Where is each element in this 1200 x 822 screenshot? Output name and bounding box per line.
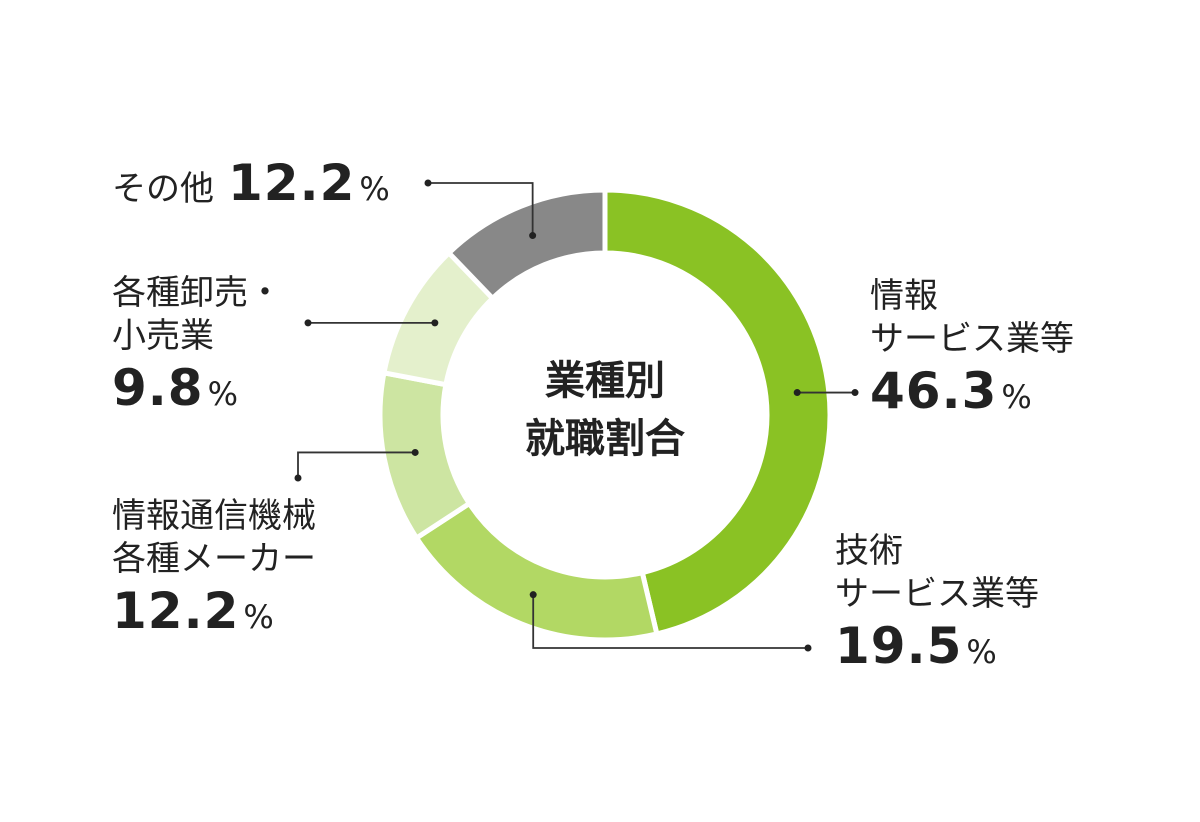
slice-label-manufacturers: 情報通信機械 各種メーカー 12.2%	[112, 495, 316, 643]
leader-end-dot-manufacturers	[294, 474, 302, 482]
center-title-line2: 就職割合	[525, 416, 685, 462]
leader-anchor-dot-other	[529, 232, 537, 240]
slice-label-information-services: 情報 サービス業等 46.3%	[870, 275, 1074, 423]
donut-slice-manufacturers	[377, 369, 473, 542]
slice-name-line2: サービス業等	[870, 318, 1074, 359]
slice-value: 12.2	[228, 154, 356, 212]
leader-anchor-dot-technical-services	[529, 591, 537, 599]
chart-center-title: 業種別 就職割合	[505, 352, 705, 468]
leader-line-other	[428, 182, 534, 236]
donut-slice-other	[445, 187, 608, 302]
slice-value: 9.8	[112, 359, 204, 417]
leader-end-dot-information-services	[851, 389, 859, 397]
leader-end-dot-other	[424, 179, 432, 187]
slice-name-line1: 情報通信機械	[112, 496, 316, 536]
center-title-line1: 業種別	[545, 358, 665, 404]
slice-name-line2: 各種メーカー	[112, 538, 316, 579]
slice-percent-sign: %	[359, 170, 390, 208]
slice-name-line2: サービス業等	[835, 573, 1039, 614]
slice-label-technical-services: 技術 サービス業等 19.5%	[835, 530, 1039, 678]
slice-name-line1: 各種卸売・	[112, 273, 282, 313]
leader-anchor-dot-information-services	[793, 389, 801, 397]
slice-percent-sign: %	[207, 375, 238, 413]
leader-anchor-dot-manufacturers	[411, 448, 419, 456]
leader-end-dot-technical-services	[804, 644, 812, 652]
donut-slice-technical-services	[413, 500, 660, 643]
leader-end-dot-wholesale-retail	[304, 319, 312, 327]
slice-label-wholesale-retail: 各種卸売・ 小売業 9.8%	[112, 272, 282, 420]
slice-percent-sign: %	[966, 633, 997, 671]
slice-name-line1: 情報	[870, 276, 938, 316]
leader-anchor-dot-wholesale-retail	[431, 319, 439, 327]
leader-line-manufacturers	[297, 451, 416, 478]
slice-value: 12.2	[112, 582, 240, 640]
slice-name-line1: 技術	[835, 531, 903, 571]
donut-slice-information-services	[602, 187, 833, 637]
slice-value: 19.5	[835, 617, 963, 675]
slice-label-other: その他 12.2%	[112, 152, 390, 215]
slice-percent-sign: %	[1001, 378, 1032, 416]
slice-value: 46.3	[870, 362, 998, 420]
slice-name-line2: 小売業	[112, 315, 214, 356]
leader-line-technical-services	[532, 594, 808, 649]
slice-percent-sign: %	[243, 598, 274, 636]
slice-name-line1: その他	[112, 169, 214, 209]
